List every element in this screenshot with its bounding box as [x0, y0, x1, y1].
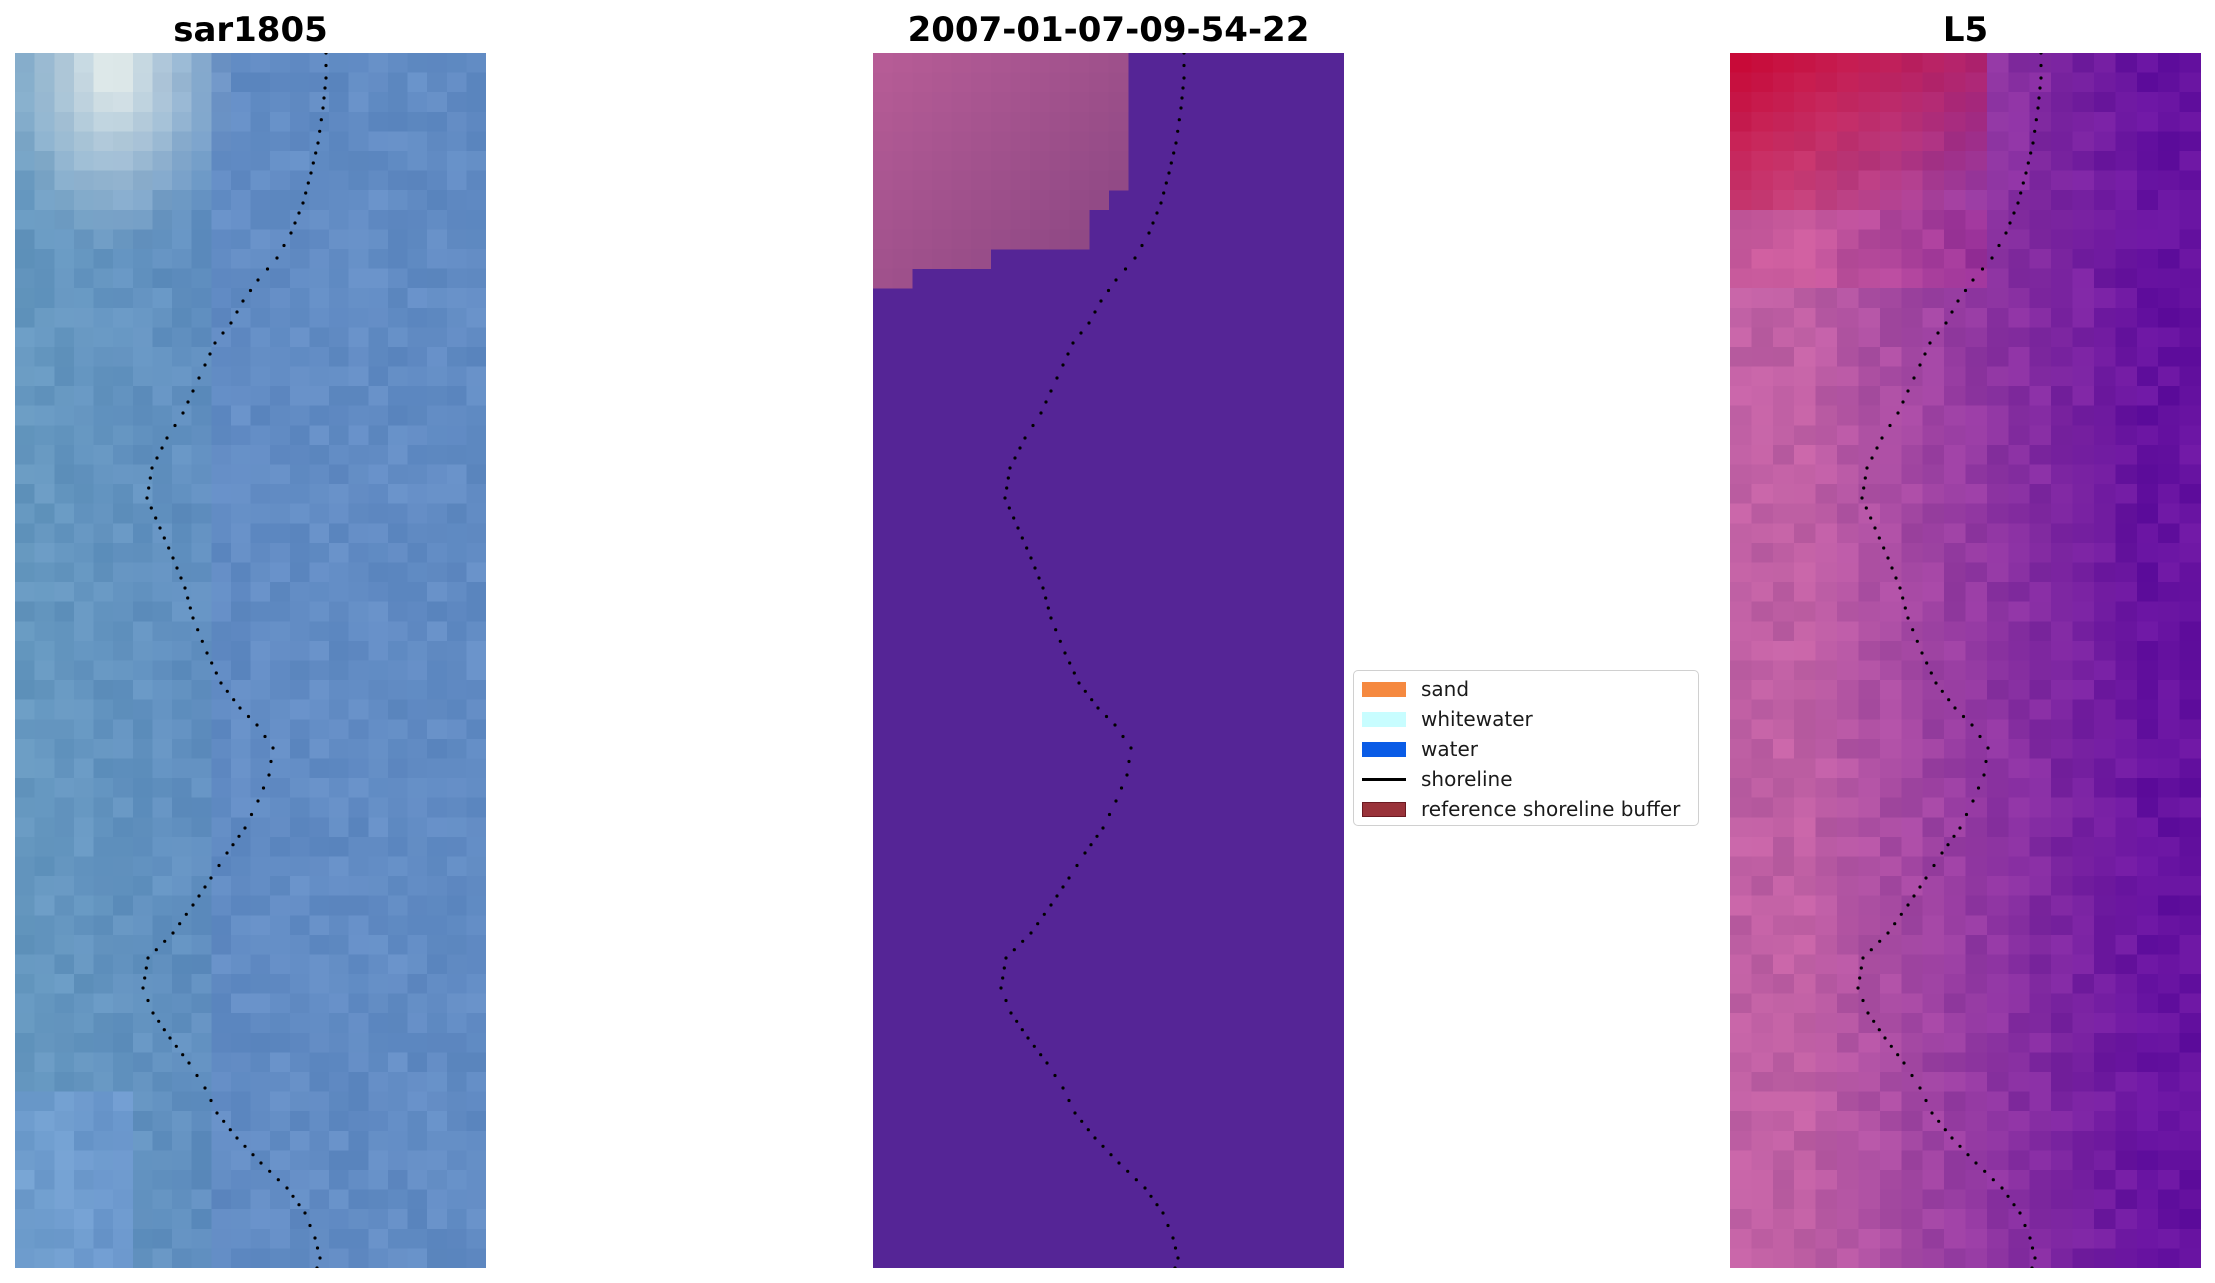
- legend-item-whitewater: whitewater: [1354, 704, 1698, 734]
- water-swatch: [1362, 742, 1406, 757]
- panel-title-classified: 2007-01-07-09-54-22: [907, 10, 1310, 50]
- legend-label-shoreline: shoreline: [1421, 767, 1513, 791]
- panel-title-index: L5: [1942, 10, 1989, 50]
- legend-item-reference-buffer: reference shoreline buffer: [1354, 794, 1698, 824]
- index-image: [1730, 53, 2201, 1268]
- shoreline-line-sample: [1362, 778, 1406, 781]
- whitewater-swatch: [1362, 712, 1406, 727]
- legend-label-whitewater: whitewater: [1421, 707, 1533, 731]
- legend-item-water: water: [1354, 734, 1698, 764]
- shoreline-overlay: [999, 53, 1186, 1268]
- legend-label-sand: sand: [1421, 677, 1470, 701]
- index-image-panel: [1730, 53, 2201, 1268]
- reference-buffer-swatch: [1362, 802, 1406, 817]
- classified-image-panel: [873, 53, 1344, 1268]
- legend-item-shoreline: shoreline: [1354, 764, 1698, 794]
- panel-title-rgb: sar1805: [173, 10, 328, 50]
- sand-swatch: [1362, 682, 1406, 697]
- shoreline-overlay: [141, 53, 328, 1268]
- rgb-image-panel: [15, 53, 486, 1268]
- legend-item-sand: sand: [1354, 674, 1698, 704]
- legend: sand whitewater water shoreline referenc…: [1353, 670, 1699, 826]
- classified-image: [873, 53, 1344, 1268]
- legend-label-water: water: [1421, 737, 1478, 761]
- legend-label-reference-buffer: reference shoreline buffer: [1421, 797, 1681, 821]
- shoreline-overlay: [1856, 53, 2043, 1268]
- rgb-satellite-image: [15, 53, 486, 1268]
